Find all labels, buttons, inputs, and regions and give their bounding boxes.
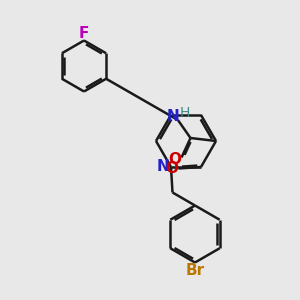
Text: O: O (165, 161, 178, 176)
Text: O: O (168, 152, 182, 166)
Text: N: N (156, 159, 169, 174)
Text: F: F (78, 26, 88, 40)
Text: Br: Br (186, 263, 205, 278)
Text: N: N (166, 109, 179, 124)
Text: H: H (179, 106, 190, 119)
